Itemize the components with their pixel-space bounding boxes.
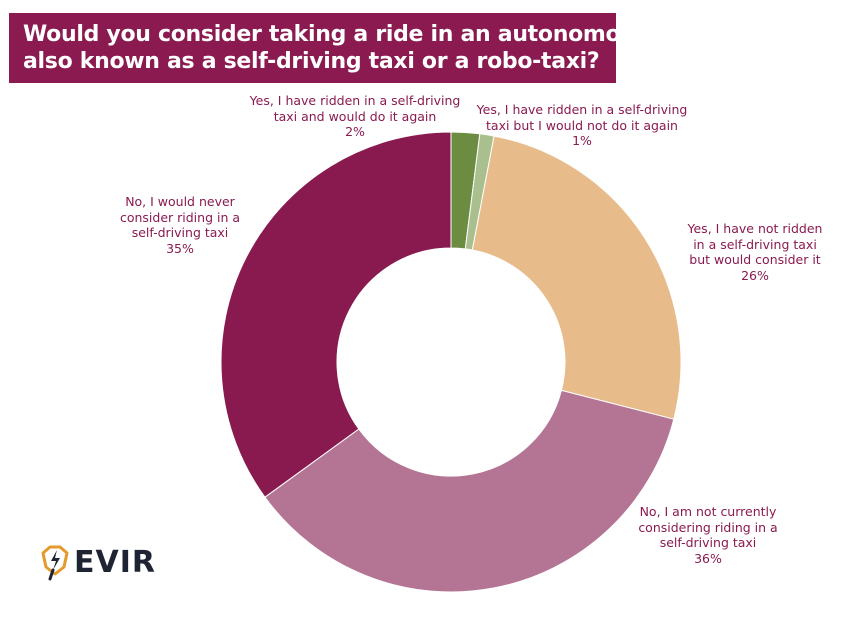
slice-label-line: No, I am not currently — [639, 504, 777, 519]
slice-label-never: No, I would never consider riding in a s… — [100, 194, 260, 256]
slice-label-line: taxi but I would not do it again — [486, 117, 678, 133]
slice-label-line: Yes, I have ridden in a self-driving — [249, 93, 461, 108]
slice-label-line: consider riding in a — [119, 209, 241, 225]
slice-would-consider — [471, 135, 682, 420]
slice-label-would-consider: Yes, I have not ridden in a self-driving… — [680, 221, 830, 283]
slice-value-label: 35% — [166, 240, 194, 256]
slice-label-line: self-driving taxi — [131, 225, 229, 240]
slice-label-line: in a self-driving taxi — [693, 236, 817, 252]
title-banner: Would you consider taking a ride in an a… — [9, 13, 710, 83]
chart-title-line-2: also known as a self-driving taxi or a r… — [23, 49, 600, 74]
slice-value-label: 26% — [741, 267, 769, 283]
slice-label-line: Yes, I have not ridden — [687, 221, 823, 236]
slice-label-line: self-driving taxi — [659, 535, 757, 550]
slice-never — [220, 131, 452, 498]
slice-label-ridden-again: Yes, I have ridden in a self-driving tax… — [247, 93, 463, 140]
slice-not-currently — [264, 389, 675, 593]
slice-label-line: but would consider it — [689, 252, 821, 267]
logo-text: EVIR — [74, 545, 156, 580]
slice-value-label: 2% — [345, 124, 365, 139]
slice-label-line: considering riding in a — [638, 519, 778, 535]
lightning-shield-icon — [41, 545, 69, 581]
slice-value-label: 36% — [694, 550, 722, 566]
evir-logo: EVIR — [38, 543, 178, 583]
slice-label-not-currently: No, I am not currently considering ridin… — [620, 504, 796, 566]
chart-title-line-1: Would you consider taking a ride in an a… — [23, 22, 710, 47]
slice-label-line: Yes, I have ridden in a self-driving — [476, 102, 688, 117]
slice-label-line: No, I would never — [125, 194, 235, 209]
slice-label-ridden-not-again: Yes, I have ridden in a self-driving tax… — [474, 102, 690, 149]
slice-value-label: 1% — [572, 133, 592, 148]
slice-label-line: taxi and would do it again — [273, 108, 437, 124]
